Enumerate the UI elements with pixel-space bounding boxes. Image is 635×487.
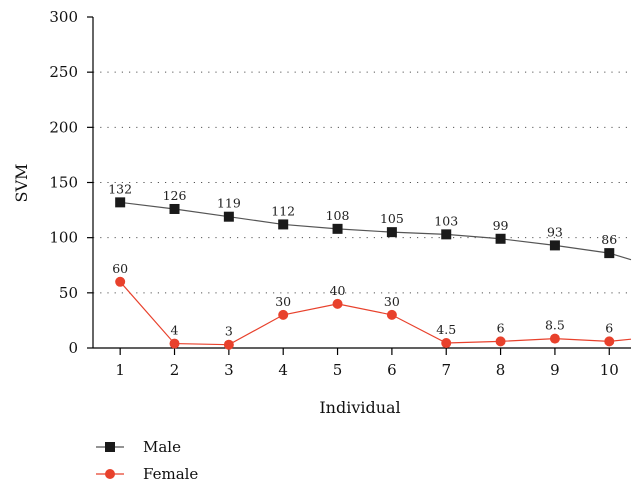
male-point-1 (115, 197, 126, 208)
x-tick-label-8: 8 (496, 361, 506, 379)
y-tick-label-200: 200 (49, 118, 78, 136)
female-data-label-5: 40 (330, 283, 346, 298)
y-tick-label-100: 100 (49, 229, 78, 247)
x-tick-label-6: 6 (387, 361, 397, 379)
male-point-2 (169, 203, 180, 214)
male-point-6 (386, 227, 397, 238)
x-tick-label-5: 5 (333, 361, 343, 379)
y-axis-title: SVM (12, 164, 31, 203)
male-point-8 (495, 233, 506, 244)
female-data-label-10: 6 (605, 320, 613, 335)
male-data-label-3: 119 (217, 196, 241, 211)
female-data-label-3: 3 (225, 324, 233, 339)
male-data-label-9: 93 (547, 224, 563, 239)
male-point-9 (549, 240, 560, 251)
male-data-label-1: 132 (108, 181, 132, 196)
x-tick-label-1: 1 (115, 361, 125, 379)
female-point-2 (169, 338, 180, 349)
series-group (115, 197, 632, 350)
legend: Male Female (96, 438, 198, 483)
female-data-label-1: 60 (112, 261, 128, 276)
female-point-7 (441, 338, 452, 349)
y-tick-label-0: 0 (68, 339, 78, 357)
male-data-label-2: 126 (163, 188, 187, 203)
male-data-label-8: 99 (493, 218, 509, 233)
axes: 0 50 100 150 200 250 300 1 2 3 4 5 6 7 8 9 10 (49, 8, 631, 379)
male-point-5 (332, 223, 343, 234)
y-tick-label-150: 150 (49, 174, 78, 192)
male-data-label-4: 112 (271, 203, 295, 218)
male-point-7 (441, 229, 452, 240)
female-data-label-7: 4.5 (436, 322, 456, 337)
legend-item-female: Female (96, 465, 198, 483)
female-data-label-4: 30 (275, 294, 291, 309)
data-labels: 132 126 119 112 108 105 103 99 93 86 60 4 3 30 40 30 4.5… (108, 181, 617, 338)
male-data-label-7: 103 (434, 213, 458, 228)
female-point-9 (549, 333, 560, 344)
female-point-1 (115, 276, 126, 287)
y-tick-label-50: 50 (59, 284, 78, 302)
y-tick-label-250: 250 (49, 63, 78, 81)
female-data-label-9: 8.5 (545, 318, 565, 333)
legend-female-marker (105, 469, 115, 479)
x-axis-title: Individual (319, 398, 400, 417)
legend-male-label: Male (143, 438, 181, 456)
female-point-5 (332, 298, 343, 309)
female-data-label-8: 6 (497, 320, 505, 335)
x-tick-label-3: 3 (224, 361, 234, 379)
female-point-10 (604, 336, 615, 347)
female-data-label-6: 30 (384, 294, 400, 309)
male-data-label-5: 108 (326, 208, 350, 223)
female-point-4 (278, 309, 289, 320)
y-tick-label-300: 300 (49, 8, 78, 26)
x-tick-label-4: 4 (278, 361, 288, 379)
female-point-8 (495, 336, 506, 347)
x-tick-label-9: 9 (550, 361, 560, 379)
legend-female-label: Female (143, 465, 198, 483)
female-point-3 (223, 339, 234, 350)
x-tick-label-7: 7 (441, 361, 451, 379)
female-data-label-2: 4 (171, 323, 179, 338)
legend-male-marker (105, 442, 115, 452)
male-point-4 (278, 219, 289, 230)
male-point-10 (604, 248, 615, 259)
male-data-label-10: 86 (601, 232, 617, 247)
x-tick-label-10: 10 (600, 361, 619, 379)
male-data-label-6: 105 (380, 211, 404, 226)
female-point-6 (386, 309, 397, 320)
x-tick-label-2: 2 (170, 361, 180, 379)
male-point-3 (223, 211, 234, 222)
legend-item-male: Male (96, 438, 181, 456)
grid-lines (93, 71, 631, 294)
